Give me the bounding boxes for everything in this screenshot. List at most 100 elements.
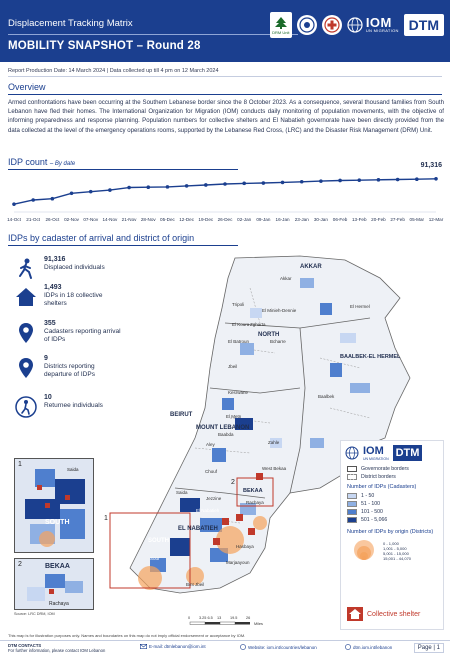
zoom-box-2 (236, 477, 274, 507)
idp-count-end-label: 91,316 (420, 162, 442, 169)
cadaster-bin-label-3: 101 - 500 (361, 509, 383, 515)
idp-count-divider (8, 169, 238, 170)
idp-count-point (146, 185, 151, 189)
idp-count-point (184, 184, 189, 188)
idp-count-point (261, 181, 266, 185)
cadaster-swatch-3 (347, 509, 357, 515)
idp-count-point (434, 176, 438, 181)
label-district-akkar: Akkar (280, 276, 292, 281)
gov-border-label: Governorate borders (361, 466, 409, 472)
iom-text: IOM (365, 15, 392, 30)
map-legend: IOM UN MIGRATION DTM Governorate borders… (340, 440, 444, 630)
page-title: MOBILITY SNAPSHOT – Round 28 (8, 40, 201, 52)
page-footer: DTM CONTACTS For further information, pl… (0, 640, 450, 655)
x-tick-label: 14-Oct (7, 217, 22, 222)
x-tick-label: 05-Dec (160, 217, 176, 222)
shelter-markers (213, 473, 263, 545)
legend-cadaster-bin: 501 - 5,066 (347, 516, 443, 524)
stat-shelters-value: 1,493 (44, 284, 62, 291)
stat-districts-value: 9 (44, 355, 48, 362)
x-tick-label: 07-Nov (83, 217, 99, 222)
label-district-aley: Aley (206, 442, 216, 447)
x-tick-label: 21-Nov (122, 217, 138, 222)
label-bekaa: BEKAA (243, 488, 263, 494)
label-district-kesrwane: Kesrwane (228, 390, 249, 395)
inset-2-number: 2 (18, 561, 22, 568)
label-district-baalbek: Baalbek (318, 394, 335, 399)
legend-collective-shelter: Collective shelter (347, 607, 420, 621)
footer-site2[interactable]: dtm.iom.int/lebanon (345, 644, 392, 650)
dtm-logo: DTM (403, 14, 444, 36)
inset-map-bekaa: 2 BEKAA Rachaya (14, 558, 94, 610)
origin-circles-icon (354, 540, 374, 560)
idp-count-point (31, 198, 35, 202)
footer-email[interactable]: E-mail: dtmlebanon@iom.int (140, 644, 206, 649)
x-tick-label: 12-Dec (179, 217, 195, 222)
meta-divider (8, 76, 442, 77)
stat-districts: 9 Districts reporting departure of IDPs (14, 355, 124, 381)
label-district-tripoli: Tripoli (232, 302, 244, 307)
cadaster-swatch-2 (347, 501, 357, 507)
x-tick-label: 12-Mar (429, 217, 444, 222)
idp-count-point (357, 178, 362, 182)
idp-count-point (50, 196, 55, 201)
idp-count-point (108, 188, 112, 192)
legend-origin-bins: 0 - 1,000 1,001 - 5,000 5,001 - 15,000 1… (349, 537, 443, 561)
idp-count-point (242, 181, 246, 186)
idp-count-point (415, 177, 419, 181)
idp-count-point (69, 191, 74, 196)
district-border-label: District borders (361, 474, 396, 480)
label-south: SOUTH (148, 538, 169, 544)
x-tick-label: 14-Nov (103, 217, 119, 222)
legend-cadaster-bin: 51 - 100 (347, 500, 443, 508)
stat-cadasters: 355 Cadasters reporting arrival of IDPs (14, 320, 124, 346)
legend-dtm-text: DTM (392, 445, 423, 461)
label-district-west-bekaa: West Bekaa (262, 466, 287, 471)
label-nabatieh: EL NABATIEH (178, 526, 218, 532)
stat-displaced-label: Displaced individuals (44, 264, 105, 271)
legend-cadasters-heading: Number of IDPs (Cadasters) (347, 484, 417, 490)
scale-label-0: 0 (188, 616, 190, 620)
inset-2-label: BEKAA (45, 563, 70, 570)
label-district-baabda: Baabda (218, 432, 234, 437)
scale-label-3: 19.5 (230, 616, 237, 620)
footer-website[interactable]: Website: iom.int/countries/lebanon (240, 644, 317, 650)
label-district-metn: El Metn (226, 414, 242, 419)
label-district-rachaya: Rachaya (246, 500, 264, 505)
x-tick-label: 28-Nov (141, 217, 157, 222)
stat-shelters: 1,493 IDPs in 18 collective shelters (14, 284, 124, 310)
footer-email-text[interactable]: E-mail: dtmlebanon@iom.int (149, 644, 206, 649)
stat-displaced-value: 91,316 (44, 256, 66, 263)
inset-map-south: 1 SOUTH Saida (14, 458, 94, 553)
label-beirut: BEIRUT (170, 412, 193, 418)
scale-label-4: 26 (246, 616, 250, 620)
returnee-icon (14, 394, 38, 420)
x-tick-label: 26-Oct (45, 217, 60, 222)
scale-bar: 0 3.25 6.5 13 19.5 26 Miles (188, 616, 263, 626)
footer-website-text[interactable]: Website: iom.int/countries/lebanon (248, 644, 317, 650)
overview-divider (8, 94, 442, 95)
header-subtitle: Displacement Tracking Matrix (8, 18, 133, 29)
cedar-icon (274, 16, 287, 29)
scale-label-2: 13 (217, 616, 221, 620)
walking-person-icon (14, 256, 38, 282)
idp-count-point (395, 177, 400, 182)
overview-text: Armed confrontations have been occurring… (8, 99, 444, 134)
contacts-text: For further information, please contact … (8, 648, 106, 653)
label-district-hasbaya: Hasbaya (236, 544, 254, 549)
legend-iom-text: IOM (363, 445, 384, 457)
origin-bin-label-4: 15,001 - 44,070 (383, 556, 412, 561)
contacts-title: DTM CONTACTS (8, 643, 42, 648)
globe-icon (345, 644, 351, 650)
footer-site2-text[interactable]: dtm.iom.int/lebanon (353, 644, 393, 650)
gov-border-swatch (347, 466, 357, 472)
idp-count-point (165, 185, 170, 189)
inset-2-sublabel: Rachaya (49, 601, 69, 607)
iom-logo: IOM UN MIGRATION (347, 15, 399, 33)
header-banner: Displacement Tracking Matrix MOBILITY SN… (0, 0, 450, 62)
label-north: NORTH (258, 332, 279, 338)
legend-gov-borders: Governorate borders (347, 465, 443, 473)
idp-count-point (319, 179, 323, 183)
cadaster-swatch-4 (347, 517, 357, 523)
legend-origin-heading: Number of IDPs by origin (Districts) (347, 529, 434, 535)
